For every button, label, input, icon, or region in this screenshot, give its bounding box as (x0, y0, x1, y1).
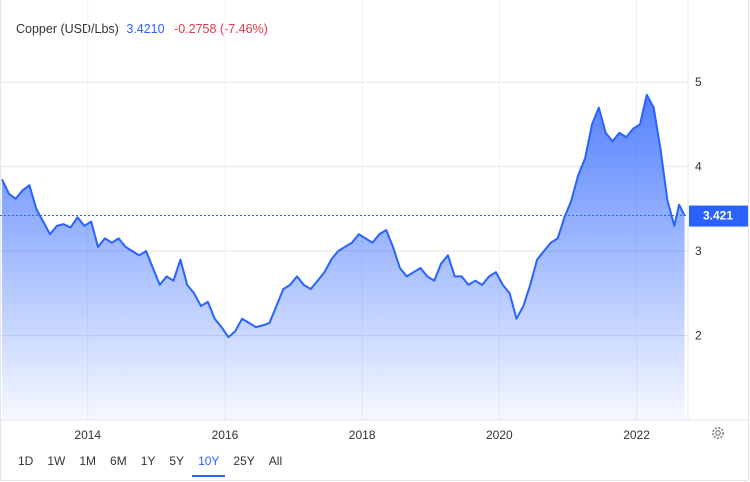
instrument-name: Copper (USD/Lbs) (16, 22, 119, 36)
range-1d-button[interactable]: 1D (18, 454, 34, 468)
y-tick-label: 2 (695, 329, 702, 343)
range-1y-button[interactable]: 1Y (140, 454, 156, 468)
y-tick-label: 3 (695, 244, 702, 258)
x-tick-label: 2018 (349, 428, 376, 442)
x-tick-label: 2014 (74, 428, 101, 442)
price-line (1, 93, 686, 339)
price-area (2, 94, 685, 421)
y-tick-label: 5 (695, 75, 702, 89)
y-tick-label: 4 (695, 160, 702, 174)
range-selector: 1D 1W 1M 6M 1Y 5Y 10Y 25Y All (0, 447, 288, 481)
range-10y-button[interactable]: 10Y (192, 447, 226, 477)
chart-header: Copper (USD/Lbs) 3.4210 -0.2758 (-7.46%) (16, 22, 268, 36)
x-tick-label: 2016 (212, 428, 239, 442)
range-25y-button[interactable]: 25Y (233, 454, 255, 468)
range-1w-button[interactable]: 1W (47, 454, 66, 468)
range-5y-button[interactable]: 5Y (169, 454, 185, 468)
price-change: -0.2758 (-7.46%) (174, 22, 268, 36)
last-price: 3.4210 (126, 22, 165, 36)
range-1m-button[interactable]: 1M (79, 454, 97, 468)
x-axis: 2014 2016 2018 2020 2022 (74, 428, 650, 442)
x-tick-label: 2022 (623, 428, 650, 442)
y-axis: 2 3 4 5 (695, 75, 702, 342)
gear-icon[interactable] (710, 425, 726, 441)
range-all-button[interactable]: All (268, 454, 283, 468)
price-label-box: 3.421 (689, 205, 748, 227)
price-label: 3.421 (703, 209, 733, 223)
range-6m-button[interactable]: 6M (110, 454, 127, 468)
x-tick-label: 2020 (486, 428, 513, 442)
